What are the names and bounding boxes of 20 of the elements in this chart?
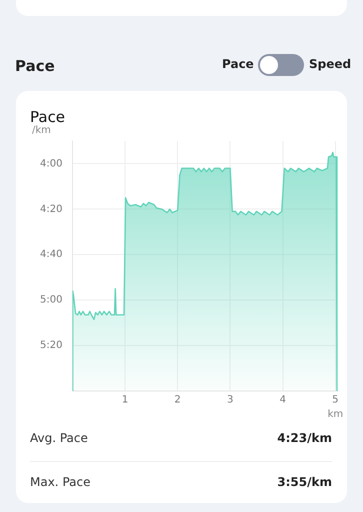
- text: Speed: [309, 57, 352, 71]
- x-tick-label: 3: [227, 394, 234, 406]
- y-tick-label: 4:20: [40, 204, 62, 215]
- x-tick-label: 4: [280, 394, 286, 406]
- text: 3:55/km: [277, 475, 332, 489]
- y-tick-label: 5:20: [40, 340, 62, 352]
- text: Pace: [15, 57, 55, 75]
- x-tick-label: 5: [332, 394, 339, 406]
- chart-title: Pace: [30, 108, 66, 126]
- y-tick-label: 4:40: [40, 249, 62, 260]
- text: Max. Pace: [30, 475, 90, 489]
- x-tick-label: 2: [174, 394, 181, 406]
- x-tick-label: 1: [122, 394, 128, 406]
- text: 4:23/km: [277, 431, 332, 445]
- x-axis-title: km: [328, 409, 344, 420]
- text: Avg. Pace: [30, 431, 88, 445]
- y-axis-title: /km: [32, 125, 51, 136]
- y-tick-label: 5:00: [40, 294, 62, 306]
- y-tick-label: 4:00: [40, 158, 62, 170]
- text: Pace: [222, 57, 254, 71]
